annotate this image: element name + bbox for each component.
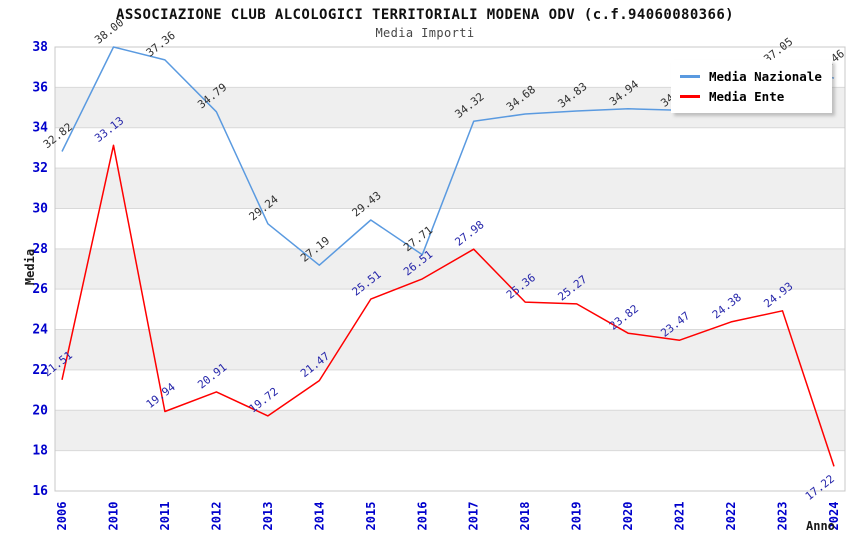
legend-label: Media Nazionale [709, 68, 822, 84]
svg-text:27.98: 27.98 [453, 218, 487, 249]
svg-text:26: 26 [32, 282, 48, 297]
svg-text:19.94: 19.94 [144, 380, 178, 411]
svg-text:16: 16 [32, 484, 48, 499]
svg-text:2020: 2020 [621, 502, 635, 531]
svg-text:2010: 2010 [106, 502, 120, 531]
chart-subtitle: Media Importi [375, 26, 475, 40]
svg-text:2021: 2021 [673, 502, 687, 531]
legend: Media Nazionale Media Ente [671, 60, 832, 113]
svg-text:17.22: 17.22 [803, 472, 837, 503]
svg-text:37.36: 37.36 [144, 29, 178, 60]
svg-text:2016: 2016 [415, 502, 429, 531]
svg-text:18: 18 [32, 444, 48, 459]
svg-text:2014: 2014 [312, 502, 326, 531]
y-axis-title: Media [23, 248, 37, 286]
legend-item-media-ente: Media Ente [680, 86, 822, 106]
svg-text:2022: 2022 [724, 502, 738, 531]
svg-text:2018: 2018 [518, 502, 532, 531]
svg-text:38: 38 [32, 40, 48, 55]
svg-text:36: 36 [32, 80, 48, 95]
svg-text:2013: 2013 [261, 502, 275, 531]
svg-text:2012: 2012 [209, 502, 223, 531]
media-ente-line-swatch-icon [680, 94, 700, 98]
legend-label: Media Ente [709, 88, 785, 104]
svg-text:24: 24 [32, 323, 48, 338]
svg-text:34: 34 [32, 121, 48, 136]
svg-text:24.38: 24.38 [710, 291, 744, 322]
svg-text:2024: 2024 [827, 502, 841, 531]
svg-text:2015: 2015 [364, 502, 378, 531]
svg-text:2017: 2017 [467, 502, 481, 531]
svg-text:28: 28 [32, 242, 48, 257]
svg-text:2019: 2019 [570, 502, 584, 531]
svg-text:2011: 2011 [158, 502, 172, 531]
x-axis-title: Anno [806, 519, 835, 533]
svg-text:23.82: 23.82 [607, 302, 641, 333]
svg-text:32: 32 [32, 161, 48, 176]
svg-text:22: 22 [32, 363, 48, 378]
legend-item-media-nazionale: Media Nazionale [680, 66, 822, 86]
svg-text:2006: 2006 [55, 502, 69, 531]
svg-text:30: 30 [32, 201, 48, 216]
svg-text:2023: 2023 [776, 502, 790, 531]
svg-text:38.00: 38.00 [92, 16, 126, 47]
chart-title: ASSOCIAZIONE CLUB ALCOLOGICI TERRITORIAL… [115, 7, 734, 23]
media-nazionale-line-swatch-icon [680, 74, 700, 78]
svg-text:20: 20 [32, 403, 48, 418]
